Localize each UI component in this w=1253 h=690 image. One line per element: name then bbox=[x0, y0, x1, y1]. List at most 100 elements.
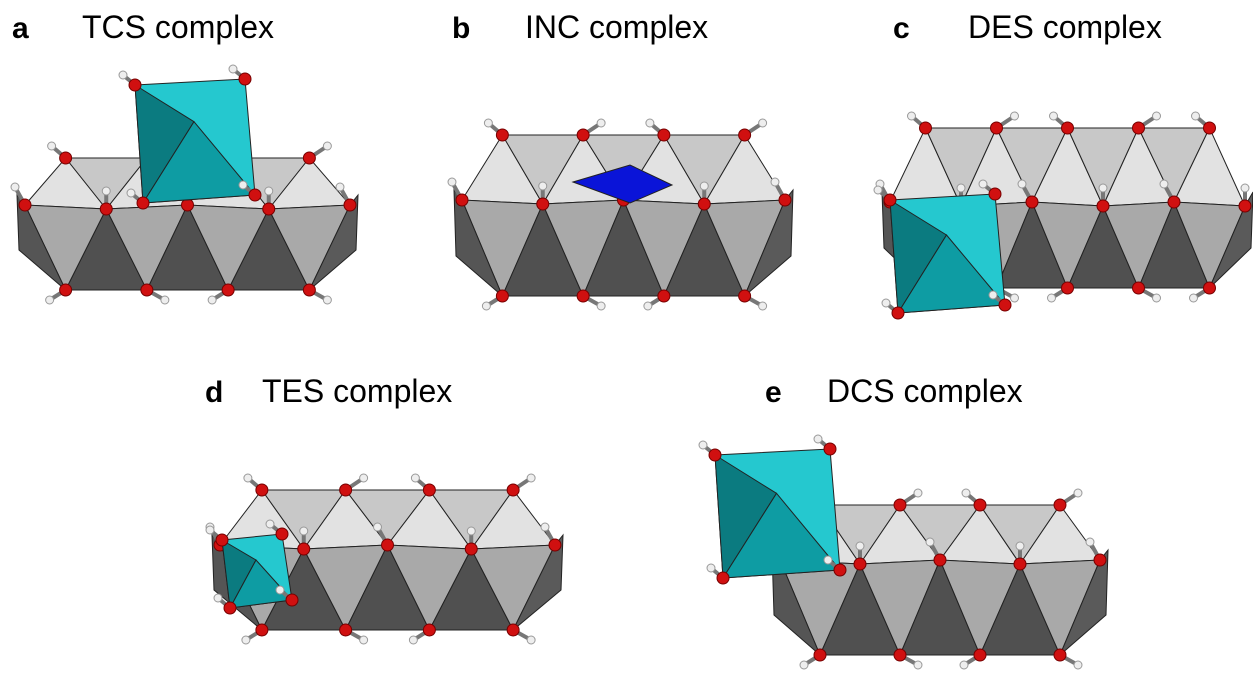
hydrogen bbox=[538, 181, 548, 191]
hydrogen bbox=[925, 537, 935, 547]
hydrogen bbox=[299, 526, 309, 536]
oxygen bbox=[833, 563, 847, 577]
hydrogen bbox=[596, 301, 606, 311]
oxygen bbox=[1132, 281, 1145, 295]
panel-title: TCS complex bbox=[82, 9, 274, 45]
oxygen bbox=[302, 151, 316, 165]
hydrogen bbox=[881, 298, 891, 308]
oxygen bbox=[128, 78, 142, 92]
hydrogen bbox=[643, 301, 653, 311]
hydrogen bbox=[907, 111, 916, 121]
oxygen bbox=[343, 198, 357, 212]
hydrogen bbox=[699, 181, 709, 191]
oxygen bbox=[1093, 553, 1107, 567]
hydrogen bbox=[913, 660, 923, 670]
oxygen bbox=[255, 483, 269, 497]
hydrogen bbox=[799, 660, 809, 670]
oxygen bbox=[275, 527, 289, 541]
oxygen bbox=[339, 623, 353, 637]
oxygen bbox=[238, 72, 252, 86]
oxygen bbox=[998, 298, 1012, 312]
octahedron bbox=[722, 492, 842, 579]
hydrogen bbox=[1085, 537, 1095, 547]
oxygen bbox=[778, 193, 792, 207]
hydrogen bbox=[322, 141, 332, 151]
hydrogen bbox=[126, 188, 136, 198]
oxygen bbox=[536, 197, 550, 211]
hydrogen bbox=[988, 290, 998, 300]
hydrogen bbox=[1098, 183, 1108, 193]
panel-title: DES complex bbox=[968, 9, 1162, 45]
hydrogen bbox=[823, 555, 833, 565]
structures bbox=[10, 64, 1253, 670]
oxygen bbox=[59, 283, 73, 297]
hydrogen bbox=[1073, 488, 1083, 498]
panel-title: TES complex bbox=[262, 373, 452, 409]
hydrogen bbox=[1191, 111, 1200, 121]
hydrogen bbox=[813, 434, 823, 444]
oxygen bbox=[973, 648, 987, 662]
hydrogen bbox=[1010, 111, 1019, 121]
oxygen bbox=[657, 128, 671, 142]
oxygen bbox=[933, 553, 947, 567]
octahedron bbox=[229, 559, 294, 609]
hydrogen bbox=[238, 180, 248, 190]
hydrogen bbox=[47, 141, 57, 151]
oxygen bbox=[1061, 281, 1074, 295]
oxygen bbox=[506, 483, 520, 497]
oxygen bbox=[853, 557, 867, 571]
oxygen bbox=[455, 193, 469, 207]
oxygen bbox=[262, 202, 276, 216]
oxygen bbox=[381, 538, 394, 552]
oxygen bbox=[506, 623, 520, 637]
oxygen bbox=[1053, 648, 1067, 662]
panel-letter: c bbox=[893, 12, 910, 45]
oxygen bbox=[1061, 121, 1074, 135]
oxygen bbox=[215, 533, 229, 547]
panel-title: INC complex bbox=[525, 9, 708, 45]
hydrogen bbox=[213, 593, 223, 603]
oxygen bbox=[1013, 557, 1027, 571]
hydrogen bbox=[1010, 293, 1019, 303]
hydrogen bbox=[873, 185, 883, 195]
oxygen bbox=[823, 442, 837, 456]
hydrogen bbox=[1017, 179, 1027, 189]
oxygen bbox=[576, 128, 590, 142]
oxygen bbox=[297, 542, 311, 556]
hydrogen bbox=[770, 177, 780, 187]
hydrogen bbox=[243, 473, 253, 483]
oxygen bbox=[973, 498, 987, 512]
hydrogen bbox=[596, 118, 606, 128]
oxygen bbox=[223, 601, 237, 615]
hydrogen bbox=[1152, 111, 1161, 121]
oxygen bbox=[59, 151, 73, 165]
hydrogen bbox=[526, 635, 536, 645]
panel-title: DCS complex bbox=[827, 373, 1023, 409]
hydrogen bbox=[359, 473, 369, 483]
oxygen bbox=[990, 121, 1003, 135]
hydrogen bbox=[1189, 293, 1198, 303]
panel-letter: a bbox=[12, 12, 29, 45]
hydrogen bbox=[855, 541, 865, 551]
hydrogen bbox=[645, 118, 655, 128]
oxygen bbox=[1025, 195, 1039, 209]
hydrogen bbox=[1015, 541, 1025, 551]
oxygen bbox=[302, 283, 316, 297]
octahedron bbox=[897, 234, 1007, 314]
hydrogen bbox=[10, 182, 20, 192]
oxygen bbox=[893, 498, 907, 512]
oxygen bbox=[716, 571, 730, 585]
oxygen bbox=[464, 542, 478, 556]
oxygen bbox=[576, 289, 590, 303]
hydrogen bbox=[264, 186, 274, 196]
hydrogen bbox=[359, 635, 369, 645]
panel-letter: d bbox=[205, 376, 223, 409]
oxygen bbox=[221, 283, 235, 297]
hydrogen bbox=[228, 64, 238, 74]
hydrogen bbox=[373, 522, 382, 532]
oxygen bbox=[18, 198, 32, 212]
panel-letter: b bbox=[452, 12, 470, 45]
oxygen bbox=[657, 289, 671, 303]
hydrogen bbox=[1240, 183, 1250, 193]
oxygen bbox=[285, 593, 299, 607]
